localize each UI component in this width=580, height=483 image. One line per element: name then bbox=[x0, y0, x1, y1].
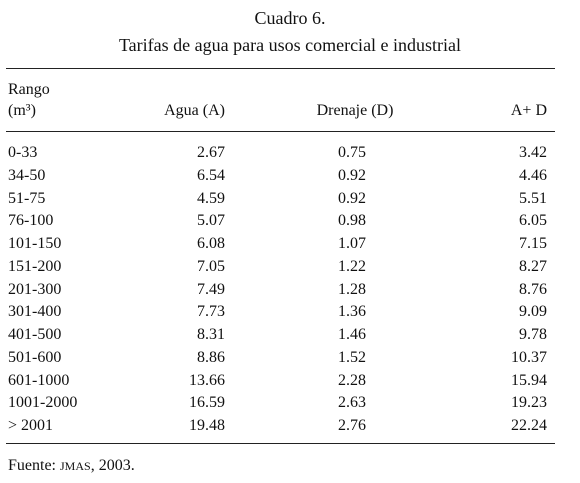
value-cell: 2.63 bbox=[338, 394, 366, 412]
value-cell: 9.78 bbox=[519, 326, 547, 343]
footer: Fuente: JMAS, 2003. bbox=[8, 456, 135, 476]
header-cell: (m³) bbox=[8, 102, 36, 119]
value-cell: 22.24 bbox=[511, 417, 547, 434]
value-cell: 9.09 bbox=[519, 303, 547, 321]
table-label: Cuadro 6. bbox=[254, 8, 326, 28]
value-cell: 19.23 bbox=[511, 394, 547, 412]
value-cell: 15.94 bbox=[511, 371, 547, 389]
range-cell: 401-500 bbox=[8, 326, 62, 343]
value-cell: 19.48 bbox=[189, 417, 225, 434]
value-cell: 8.27 bbox=[519, 257, 547, 275]
value-cell: 2.28 bbox=[338, 371, 366, 389]
value-cell: 0.92 bbox=[338, 166, 366, 184]
header-cell: Agua (A) bbox=[164, 102, 225, 119]
value-cell: 1.52 bbox=[338, 348, 366, 366]
value-cell: 0.75 bbox=[338, 144, 366, 161]
value-cell: 7.73 bbox=[197, 303, 225, 321]
range-cell: 34-50 bbox=[8, 166, 46, 184]
value-cell: 0.98 bbox=[338, 212, 366, 230]
top-rule bbox=[6, 68, 555, 69]
value-cell: 1.46 bbox=[338, 326, 366, 343]
header-cell: Drenaje (D) bbox=[316, 102, 394, 119]
range-cell: 51-75 bbox=[8, 189, 46, 207]
value-cell: 2.67 bbox=[197, 144, 225, 161]
value-cell: 8.86 bbox=[197, 348, 225, 366]
range-cell: 601-1000 bbox=[8, 371, 70, 389]
value-cell: 8.31 bbox=[197, 326, 225, 343]
value-cell: 5.51 bbox=[519, 189, 547, 207]
table-caption: Tarifas de agua para usos comercial e in… bbox=[118, 35, 462, 55]
range-cell: 501-600 bbox=[8, 348, 62, 366]
header-rule bbox=[6, 131, 555, 132]
footer-source: JMAS bbox=[60, 459, 91, 473]
value-cell: 7.49 bbox=[197, 280, 225, 298]
range-cell: 201-300 bbox=[8, 280, 62, 298]
header-cell: Rango bbox=[8, 81, 50, 98]
range-cell: 301-400 bbox=[8, 303, 62, 321]
value-cell: 4.59 bbox=[197, 189, 225, 207]
value-cell: 6.05 bbox=[519, 212, 547, 230]
value-cell: 13.66 bbox=[189, 371, 225, 389]
range-cell: 1001-2000 bbox=[8, 394, 78, 412]
value-cell: 6.08 bbox=[197, 235, 225, 252]
range-cell: 0-33 bbox=[8, 144, 38, 161]
value-cell: 16.59 bbox=[189, 394, 225, 412]
header-cell: A+ D bbox=[510, 102, 547, 119]
footer-text: , 2003. bbox=[90, 457, 135, 474]
value-cell: 1.28 bbox=[338, 280, 366, 298]
value-cell: 8.76 bbox=[519, 280, 547, 298]
range-cell: > 2001 bbox=[8, 417, 54, 434]
value-cell: 7.15 bbox=[519, 235, 547, 252]
range-cell: 151-200 bbox=[8, 257, 62, 275]
value-cell: 1.07 bbox=[338, 235, 366, 252]
value-cell: 10.37 bbox=[511, 348, 547, 366]
bottom-rule bbox=[6, 443, 555, 444]
value-cell: 1.36 bbox=[338, 303, 366, 321]
value-cell: 1.22 bbox=[338, 257, 366, 275]
value-cell: 2.76 bbox=[338, 417, 366, 434]
value-cell: 4.46 bbox=[519, 166, 547, 184]
value-cell: 6.54 bbox=[197, 166, 225, 184]
value-cell: 5.07 bbox=[197, 212, 225, 230]
value-cell: 3.42 bbox=[519, 144, 547, 161]
value-cell: 7.05 bbox=[197, 257, 225, 275]
footer-text: Fuente: bbox=[8, 457, 60, 474]
value-cell: 0.92 bbox=[338, 189, 366, 207]
range-cell: 101-150 bbox=[8, 235, 62, 252]
range-cell: 76-100 bbox=[8, 212, 54, 230]
